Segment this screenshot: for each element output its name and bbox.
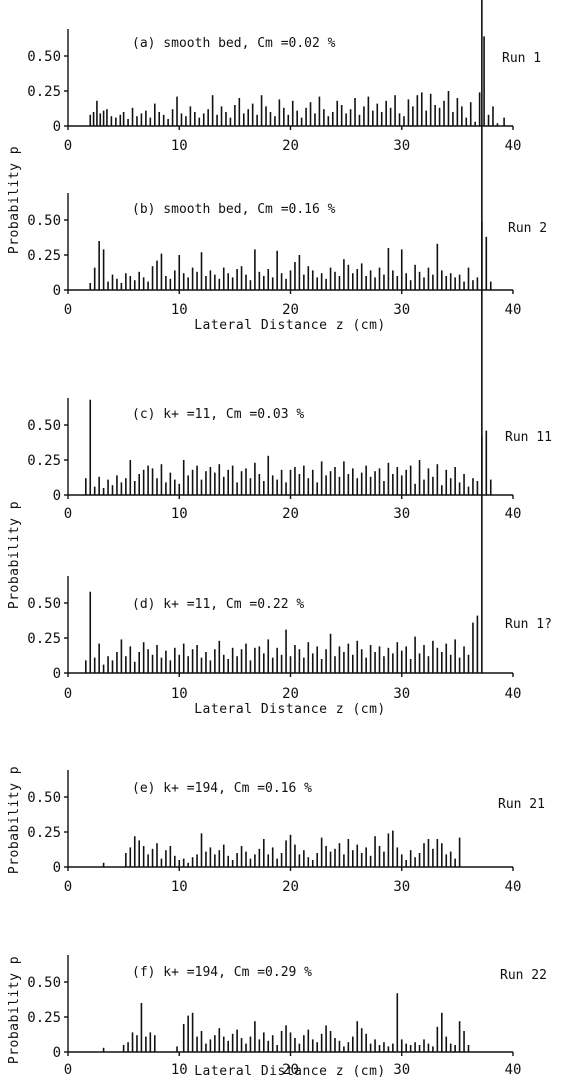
x-tick-label: 40 <box>505 506 522 522</box>
x-tick-label: 0 <box>64 302 72 318</box>
x-axis-title: Lateral Distance z (cm) <box>194 702 386 717</box>
y-tick-label: 0 <box>53 1045 61 1061</box>
x-tick-label: 10 <box>171 879 188 895</box>
x-tick-label: 10 <box>171 686 188 702</box>
x-tick-label: 20 <box>282 302 299 318</box>
panel-label: (d) k+ =11, Cm =0.22 % <box>132 597 304 612</box>
x-tick-label: 10 <box>171 506 188 522</box>
run-label: Run 22 <box>500 968 547 983</box>
x-tick-label: 0 <box>64 506 72 522</box>
x-tick-label: 30 <box>393 506 410 522</box>
panel-label: (b) smooth bed, Cm =0.16 % <box>132 202 336 217</box>
x-axis-title: Lateral Distance z (cm) <box>194 318 386 333</box>
y-tick-label: 0 <box>53 488 61 504</box>
x-tick-label: 30 <box>393 1062 410 1078</box>
y-axis-title: Probability p <box>7 146 22 254</box>
x-tick-label: 10 <box>171 1062 188 1078</box>
y-tick-label: 0.50 <box>27 418 61 434</box>
y-tick-label: 0.25 <box>27 248 61 264</box>
x-tick-label: 30 <box>393 138 410 154</box>
x-tick-label: 40 <box>505 302 522 318</box>
panel-label: (e) k+ =194, Cm =0.16 % <box>132 781 312 796</box>
panel-label: (f) k+ =194, Cm =0.29 % <box>132 965 312 980</box>
y-tick-label: 0.25 <box>27 453 61 469</box>
x-tick-label: 30 <box>393 302 410 318</box>
panel-label: (a) smooth bed, Cm =0.02 % <box>132 36 336 51</box>
y-tick-label: 0.25 <box>27 84 61 100</box>
x-tick-label: 10 <box>171 302 188 318</box>
x-tick-label: 40 <box>505 686 522 702</box>
y-tick-label: 0 <box>53 666 61 682</box>
y-tick-label: 0.50 <box>27 213 61 229</box>
x-axis-title: Lateral Distance z (cm) <box>194 1064 386 1079</box>
y-axis-title: Probability p <box>7 766 22 874</box>
x-tick-label: 40 <box>505 879 522 895</box>
x-tick-label: 0 <box>64 138 72 154</box>
y-tick-label: 0.25 <box>27 825 61 841</box>
panel-label: (c) k+ =11, Cm =0.03 % <box>132 407 304 422</box>
y-tick-label: 0 <box>53 283 61 299</box>
y-axis-title: Probability p <box>7 956 22 1064</box>
y-tick-label: 0.50 <box>27 790 61 806</box>
run-label: Run 2 <box>508 221 547 236</box>
run-label: Run 1 <box>502 51 541 66</box>
x-tick-label: 0 <box>64 879 72 895</box>
x-tick-label: 20 <box>282 686 299 702</box>
run-label: Run 1? <box>505 617 552 632</box>
x-tick-label: 20 <box>282 506 299 522</box>
y-tick-label: 0 <box>53 860 61 876</box>
run-label: Run 11 <box>505 430 552 445</box>
x-tick-label: 20 <box>282 138 299 154</box>
x-tick-label: 0 <box>64 1062 72 1078</box>
x-tick-label: 40 <box>505 1062 522 1078</box>
x-tick-label: 30 <box>393 686 410 702</box>
y-tick-label: 0.25 <box>27 631 61 647</box>
x-tick-label: 30 <box>393 879 410 895</box>
y-tick-label: 0.50 <box>27 596 61 612</box>
run-label: Run 21 <box>498 797 545 812</box>
y-axis-title: Probability p <box>7 501 22 609</box>
x-tick-label: 40 <box>505 138 522 154</box>
x-tick-label: 10 <box>171 138 188 154</box>
y-tick-label: 0.50 <box>27 49 61 65</box>
x-tick-label: 20 <box>282 1062 299 1078</box>
y-tick-label: 0 <box>53 119 61 135</box>
x-tick-label: 20 <box>282 879 299 895</box>
y-tick-label: 0.25 <box>27 1010 61 1026</box>
y-tick-label: 0.50 <box>27 975 61 991</box>
x-tick-label: 0 <box>64 686 72 702</box>
